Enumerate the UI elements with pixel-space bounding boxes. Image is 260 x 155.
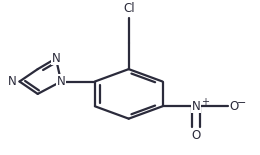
Text: +: + xyxy=(201,97,209,107)
Text: N: N xyxy=(57,75,66,88)
Text: N: N xyxy=(8,75,17,88)
Text: −: − xyxy=(237,98,246,108)
Text: N: N xyxy=(192,100,201,113)
Text: Cl: Cl xyxy=(123,2,134,15)
Text: O: O xyxy=(230,100,239,113)
Text: O: O xyxy=(192,129,201,142)
Text: N: N xyxy=(51,52,60,65)
